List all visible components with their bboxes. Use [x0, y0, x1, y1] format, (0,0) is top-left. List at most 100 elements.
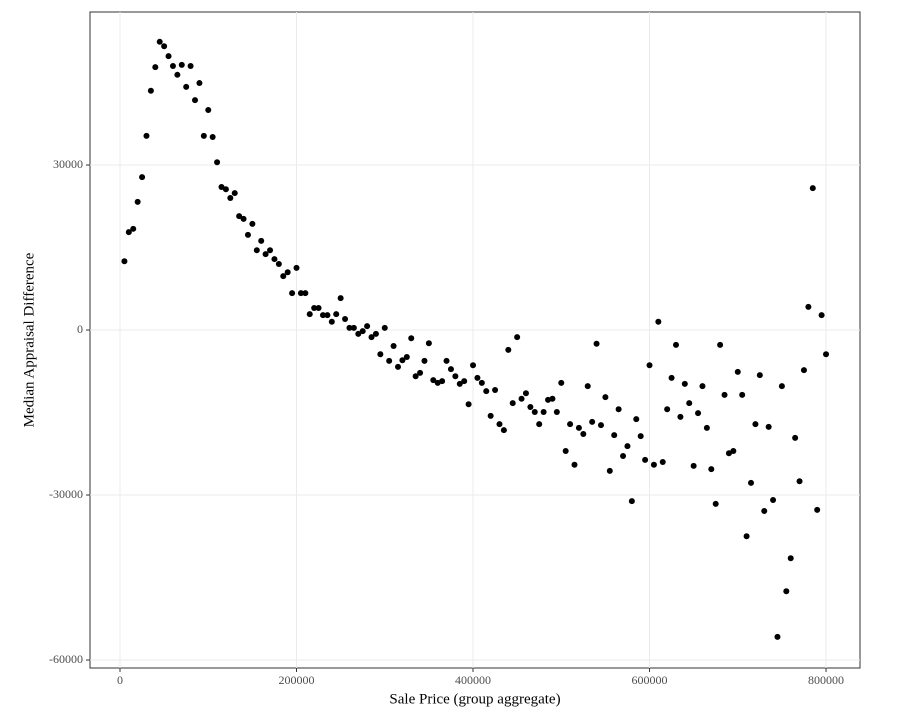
point	[368, 334, 375, 341]
point	[403, 353, 410, 360]
point	[567, 421, 574, 428]
point	[143, 132, 150, 139]
point	[637, 433, 644, 440]
point	[399, 357, 406, 364]
point	[227, 195, 234, 202]
point	[518, 395, 525, 402]
point	[743, 533, 750, 540]
x-tick-label: 600000	[632, 673, 668, 687]
point	[297, 290, 304, 297]
point	[522, 390, 529, 397]
point	[253, 247, 260, 254]
point	[337, 295, 344, 302]
point	[514, 334, 521, 341]
x-tick-label: 0	[117, 673, 123, 687]
y-tick-label: 30000	[53, 157, 83, 171]
x-tick-label: 400000	[455, 673, 491, 687]
point	[633, 416, 640, 423]
point	[134, 198, 141, 205]
point	[483, 388, 490, 395]
point	[809, 185, 816, 192]
point	[271, 256, 278, 263]
point	[156, 38, 163, 45]
point	[655, 318, 662, 325]
point	[452, 373, 459, 380]
point	[496, 421, 503, 428]
point	[174, 71, 181, 78]
point	[205, 107, 212, 114]
y-tick-label: -30000	[49, 487, 83, 501]
point	[597, 422, 604, 429]
point	[183, 83, 190, 90]
point	[734, 368, 741, 375]
point	[796, 478, 803, 485]
point	[465, 401, 472, 408]
point	[395, 363, 401, 370]
point	[165, 53, 172, 60]
point	[699, 383, 706, 390]
point	[659, 459, 666, 466]
point	[161, 43, 168, 50]
point	[125, 229, 132, 236]
point	[447, 366, 454, 373]
point	[606, 467, 613, 474]
point	[624, 443, 631, 450]
point	[593, 340, 600, 347]
point	[275, 261, 282, 268]
point	[536, 421, 543, 428]
point	[425, 340, 432, 347]
point	[787, 555, 794, 562]
point	[333, 311, 340, 318]
point	[730, 448, 737, 455]
y-axis-title: Median Appraisal Difference	[21, 252, 37, 427]
point	[439, 378, 446, 385]
point	[818, 312, 825, 319]
point	[805, 303, 812, 310]
point	[664, 406, 671, 413]
point	[774, 633, 781, 640]
point	[770, 496, 777, 503]
point	[823, 351, 830, 358]
point	[130, 225, 137, 232]
point	[712, 500, 719, 507]
point	[505, 346, 512, 353]
point	[668, 374, 675, 381]
point	[244, 231, 251, 238]
point	[236, 213, 243, 220]
point	[421, 357, 428, 364]
point	[152, 64, 159, 71]
point	[690, 462, 697, 469]
point	[540, 408, 547, 415]
y-tick-label: 0	[77, 322, 83, 336]
point	[549, 395, 556, 402]
point	[562, 448, 569, 455]
point	[214, 159, 221, 166]
point	[717, 341, 724, 348]
point	[443, 357, 450, 364]
point	[386, 357, 393, 364]
point	[430, 377, 437, 384]
x-axis-title: Sale Price (group aggregate)	[389, 691, 560, 707]
point	[121, 258, 128, 265]
point	[531, 408, 538, 415]
point	[231, 190, 238, 197]
point	[783, 588, 790, 595]
y-tick-label: -60000	[49, 652, 83, 666]
point	[381, 324, 388, 331]
point	[284, 269, 291, 276]
point	[672, 341, 679, 348]
point	[187, 63, 194, 70]
point	[686, 400, 693, 407]
point	[372, 330, 379, 337]
point	[417, 369, 424, 376]
point	[147, 87, 154, 94]
point	[240, 215, 247, 222]
point	[589, 418, 596, 425]
point	[620, 452, 627, 459]
point	[169, 63, 176, 70]
point	[739, 391, 746, 398]
point	[178, 61, 185, 68]
point	[681, 380, 688, 387]
point	[377, 351, 384, 358]
